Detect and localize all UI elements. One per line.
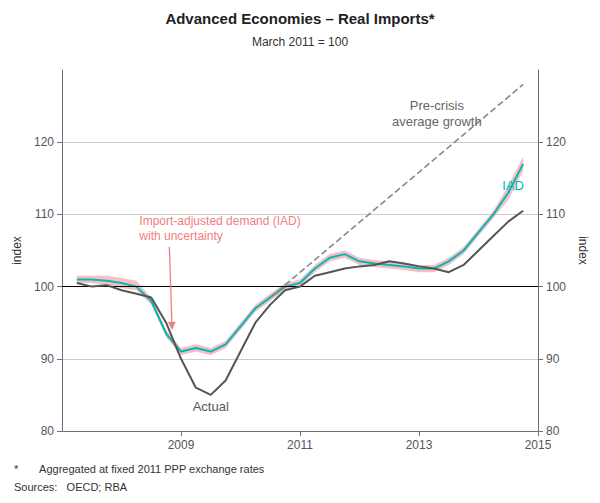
svg-text:2009: 2009 (168, 438, 195, 452)
svg-text:100: 100 (546, 280, 566, 294)
svg-text:Actual: Actual (193, 399, 229, 414)
svg-text:100: 100 (34, 280, 54, 294)
svg-text:110: 110 (546, 207, 565, 221)
svg-text:110: 110 (35, 207, 54, 221)
svg-text:2015: 2015 (525, 438, 552, 452)
svg-text:index: index (10, 236, 24, 265)
svg-text:IAD: IAD (502, 178, 524, 193)
svg-text:Advanced Economies – Real Impo: Advanced Economies – Real Imports* (165, 10, 434, 27)
svg-text:March 2011 = 100: March 2011 = 100 (252, 35, 349, 49)
svg-text:2011: 2011 (287, 438, 313, 452)
svg-text:Pre-crisis: Pre-crisis (410, 98, 465, 113)
svg-text:* Aggregated at fixed 20: * Aggregated at fixed 2011 PPP exchange … (14, 463, 265, 475)
svg-text:Import-adjusted demand (IAD): Import-adjusted demand (IAD) (139, 214, 300, 228)
svg-text:Sources: OECD; RBA: Sources: OECD; RBA (14, 481, 128, 493)
svg-text:average growth: average growth (392, 114, 482, 129)
svg-text:with uncertainty: with uncertainty (138, 229, 222, 243)
svg-text:120: 120 (34, 135, 54, 149)
svg-text:index: index (576, 236, 590, 265)
svg-text:90: 90 (546, 352, 560, 366)
svg-text:120: 120 (546, 135, 566, 149)
svg-text:2013: 2013 (406, 438, 433, 452)
svg-text:80: 80 (546, 424, 560, 438)
svg-text:80: 80 (41, 424, 55, 438)
svg-text:90: 90 (41, 352, 55, 366)
